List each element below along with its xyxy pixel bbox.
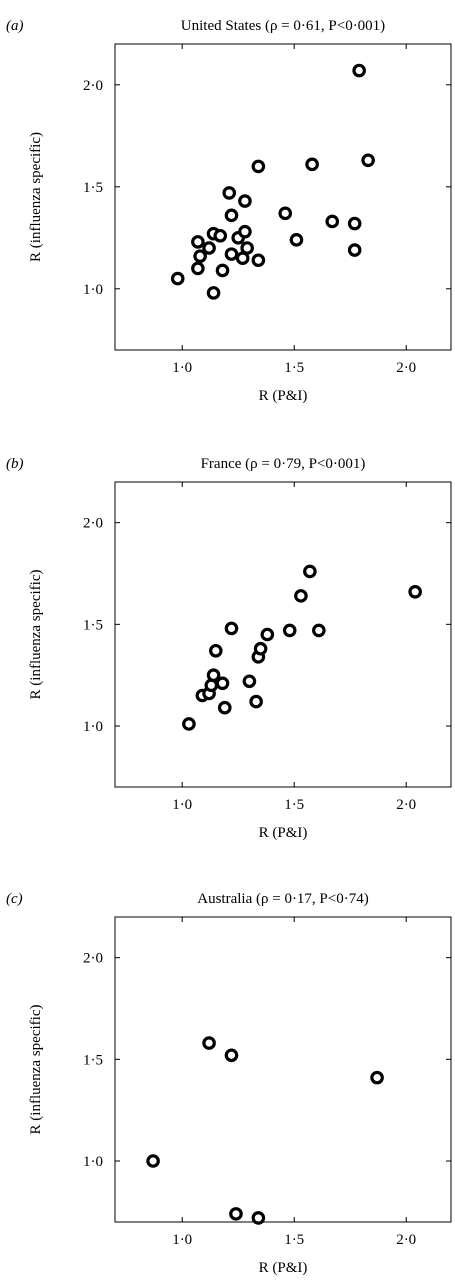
data-point: [202, 1036, 216, 1050]
data-point: [182, 717, 196, 731]
data-point: [224, 247, 239, 261]
y-tick-label: 2·0: [83, 78, 103, 94]
data-point: [278, 206, 293, 221]
data-point: [238, 224, 252, 239]
data-point: [361, 153, 375, 168]
x-axis-label: R (P&I): [259, 388, 308, 404]
data-point: [251, 1211, 266, 1225]
y-tick-label: 1·5: [83, 180, 103, 196]
data-point: [193, 249, 207, 263]
y-tick-label: 1·0: [83, 719, 103, 735]
data-point: [202, 241, 216, 255]
data-point: [251, 253, 266, 268]
y-axis-label: R (influenza specific): [28, 1005, 44, 1135]
panel-label: (b): [6, 456, 24, 472]
data-point: [217, 700, 232, 715]
data-point: [347, 216, 362, 231]
panel-label: (c): [6, 891, 23, 907]
y-tick-label: 2·0: [83, 951, 103, 967]
data-point: [408, 584, 422, 599]
chart-panel-b: (b) France (ρ = 0·79, P<0·001) 1·0 1·5 2·0 1·…: [6, 456, 452, 841]
data-point: [206, 668, 221, 682]
data-point: [370, 1070, 384, 1085]
data-point: [240, 241, 254, 255]
plot-frame: [114, 916, 452, 1223]
x-axis-label: R (P&I): [259, 1260, 308, 1276]
data-point: [238, 194, 252, 208]
data-point: [352, 63, 366, 78]
chart-panel-c: (c) Australia (ρ = 0·17, P<0·74) 1·0 1·5 2·0…: [6, 891, 452, 1276]
y-axis-label: R (influenza specific): [28, 132, 44, 262]
x-tick-label: 2·0: [396, 797, 416, 813]
data-point: [224, 621, 239, 636]
y-tick-label: 1·0: [83, 282, 103, 298]
data-point: [253, 641, 268, 656]
data-point: [249, 694, 263, 709]
data-point: [325, 214, 340, 229]
y-tick-label: 1·5: [83, 1052, 103, 1068]
data-point: [191, 235, 205, 249]
x-tick-label: 1·0: [172, 1232, 192, 1248]
x-tick-label: 2·0: [396, 1232, 416, 1248]
chart-panel-a: (a) United States (ρ = 0·61, P<0·001) 1·0 1…: [6, 18, 452, 404]
data-point: [289, 233, 304, 247]
data-point: [303, 564, 317, 579]
y-tick-label: 2·0: [83, 516, 103, 532]
data-point: [312, 623, 326, 638]
x-axis-label: R (P&I): [259, 825, 308, 841]
data-point: [146, 1154, 160, 1168]
data-point: [209, 643, 223, 658]
data-point: [251, 159, 266, 174]
x-tick-label: 1·5: [284, 360, 304, 376]
x-tick-label: 1·5: [284, 797, 304, 813]
y-axis-label: R (influenza specific): [28, 570, 44, 700]
chart-title: Australia (ρ = 0·17, P<0·74): [197, 891, 368, 907]
data-point: [229, 1207, 243, 1221]
chart-title: France (ρ = 0·79, P<0·001): [201, 456, 366, 472]
y-tick-label: 1·0: [83, 1154, 103, 1170]
data-point: [260, 627, 275, 642]
x-tick-label: 1·5: [284, 1232, 304, 1248]
data-point: [170, 271, 185, 286]
data-point: [215, 263, 230, 278]
y-tick-label: 1·5: [83, 617, 103, 633]
data-point: [215, 676, 230, 691]
data-point: [222, 186, 237, 200]
data-point: [224, 1048, 239, 1063]
data-point: [206, 286, 221, 300]
data-point: [282, 623, 297, 638]
panel-label: (a): [6, 18, 24, 34]
data-point: [191, 261, 205, 276]
data-point: [294, 589, 308, 603]
plot-frame: [114, 43, 452, 351]
x-tick-label: 2·0: [396, 360, 416, 376]
chart-title: United States (ρ = 0·61, P<0·001): [181, 18, 385, 34]
data-point: [347, 243, 362, 257]
data-point: [224, 208, 239, 223]
x-tick-label: 1·0: [172, 360, 192, 376]
data-point: [213, 228, 228, 243]
x-tick-label: 1·0: [172, 797, 192, 813]
data-point: [305, 157, 319, 172]
plot-frame: [114, 481, 452, 788]
data-point: [242, 674, 257, 689]
